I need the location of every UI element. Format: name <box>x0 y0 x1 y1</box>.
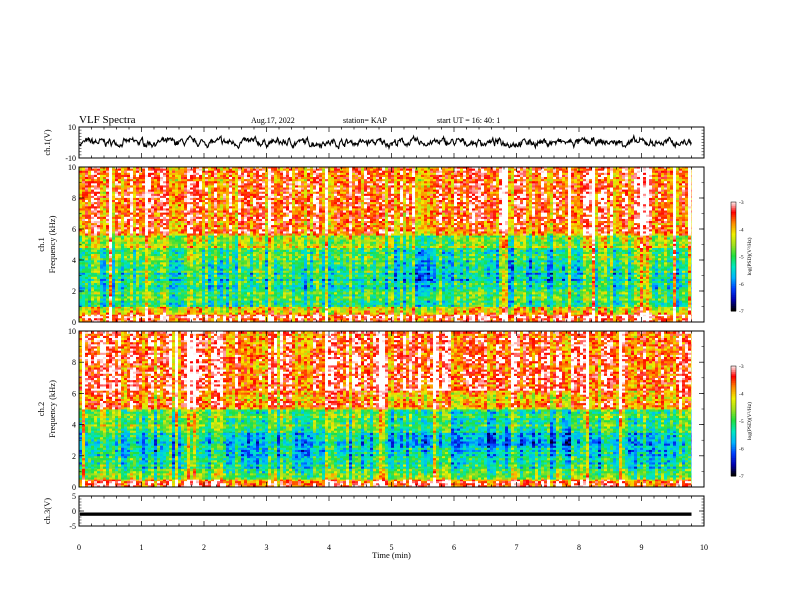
figure-title: VLF Spectra <box>79 114 136 126</box>
header-station: station= KAP <box>343 116 387 125</box>
y-tick-label: 4 <box>72 421 76 430</box>
ch1-waveform-line <box>80 136 691 149</box>
colorbar-swatch <box>731 366 736 368</box>
x-tick-label: 10 <box>700 543 708 552</box>
y-tick-label: -5 <box>69 522 76 531</box>
colorbar-tick-label: -3 <box>739 200 744 206</box>
y-tick-label: 0 <box>72 483 76 492</box>
y-tick-label: 4 <box>72 256 76 265</box>
spectrogram-y-label: Frequency (kHz) <box>47 380 57 438</box>
y-tick-label: 2 <box>72 287 76 296</box>
colorbar-label: log(PSD)(V²/Hz) <box>746 402 753 440</box>
x-tick-label: 7 <box>515 543 519 552</box>
x-tick-label: 3 <box>265 543 269 552</box>
x-axis-label: Time (min) <box>372 550 411 560</box>
spectrogram-channel-label: ch.1 <box>36 237 46 251</box>
x-tick-label: 4 <box>327 543 331 552</box>
ch1-y-label: ch.1(V) <box>42 129 52 155</box>
ch1-colorbar: -3 -4 -5 -6 -7 log(PSD)(V²/Hz) <box>731 200 753 315</box>
vlf-figure: VLF Spectra Aug.17, 2022 station= KAP st… <box>0 0 792 612</box>
spectrogram-cells <box>79 331 694 487</box>
x-tick-label: 6 <box>452 543 456 552</box>
ch1-waveform-panel: 10 -10 ch.1(V) <box>42 123 704 163</box>
colorbar-tick-label: -7 <box>739 474 744 480</box>
colorbar-tick-label: -4 <box>739 227 744 233</box>
colorbar-tick-label: -7 <box>739 309 744 315</box>
y-tick-label: 10 <box>68 163 76 172</box>
y-tick-label: 0 <box>72 318 76 327</box>
spectrogram-channel-label: ch.2 <box>36 402 46 416</box>
header-start-time: start UT = 16: 40: 1 <box>437 116 500 125</box>
colorbar-tick-label: -5 <box>739 419 744 425</box>
ch3-y-label: ch.3(V) <box>42 498 52 524</box>
y-tick-label: 6 <box>72 389 76 398</box>
y-tick-label: 10 <box>68 327 76 336</box>
x-tick-label: 8 <box>577 543 581 552</box>
colorbar-swatch <box>731 202 736 204</box>
ch2-spectrogram-panel: 0 2 4 6 8 10 ch.2 Frequency (kHz) <box>36 327 704 492</box>
x-tick-label: 1 <box>140 543 144 552</box>
ch3-waveform-panel: 5 0 -5 ch.3(V) <box>42 492 704 531</box>
y-tick-label: 5 <box>72 492 76 501</box>
colorbar-tick-label: -6 <box>739 282 744 288</box>
y-tick-label: 8 <box>72 194 76 203</box>
x-tick-label: 9 <box>640 543 644 552</box>
colorbar-tick-label: -6 <box>739 447 744 453</box>
y-tick-label: -10 <box>65 154 76 163</box>
y-tick-label: 0 <box>72 507 76 516</box>
colorbar-label: log(PSD)(V²/Hz) <box>746 237 753 275</box>
colorbar-tick-label: -5 <box>739 255 744 261</box>
spectrogram-y-label: Frequency (kHz) <box>47 215 57 273</box>
ch3-waveform-band <box>80 513 692 516</box>
header-date: Aug.17, 2022 <box>251 116 295 125</box>
x-tick-label: 2 <box>202 543 206 552</box>
y-tick-label: 2 <box>72 452 76 461</box>
ch2-colorbar: -3 -4 -5 -6 -7 log(PSD)(V²/Hz) <box>731 364 753 480</box>
y-tick-label: 6 <box>72 225 76 234</box>
colorbar-tick-label: -4 <box>739 392 744 398</box>
x-tick-label: 0 <box>77 543 81 552</box>
y-tick-label: 8 <box>72 358 76 367</box>
spectrogram-cells <box>79 167 694 322</box>
ch1-spectrogram-panel: 0 2 4 6 8 10 ch.1 Frequency (kHz) <box>36 163 704 327</box>
colorbar-tick-label: -3 <box>739 364 744 370</box>
y-tick-label: 10 <box>68 123 76 132</box>
